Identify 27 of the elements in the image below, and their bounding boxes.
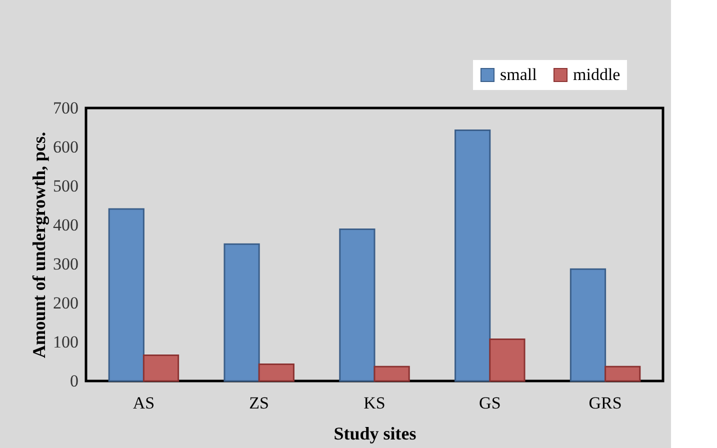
x-axis-title: Study sites xyxy=(334,424,416,444)
legend-label: middle xyxy=(573,64,620,84)
y-tick-label: 200 xyxy=(53,294,78,312)
bar xyxy=(108,208,144,382)
y-tick-label: 500 xyxy=(53,176,78,196)
bar xyxy=(339,228,376,382)
y-tick-label: 300 xyxy=(53,254,78,274)
bar xyxy=(258,363,294,382)
bar xyxy=(604,366,641,382)
x-tick-label: GS xyxy=(479,394,501,412)
y-tick-label: 0 xyxy=(70,372,78,390)
y-tick-label: 400 xyxy=(53,216,78,234)
x-tick-label: ZS xyxy=(249,394,270,412)
x-tick-label: GRS xyxy=(588,394,622,412)
bar xyxy=(454,129,491,382)
y-tick-label: 100 xyxy=(53,332,78,352)
x-tick-label: KS xyxy=(364,394,386,412)
bar xyxy=(489,338,526,382)
bar xyxy=(142,354,180,382)
legend-label: small xyxy=(500,64,538,84)
y-tick-label: 600 xyxy=(53,138,78,156)
bar xyxy=(570,268,606,382)
y-axis-title: Amount of undergrowth, pcs. xyxy=(29,132,49,358)
bar xyxy=(374,366,410,382)
bar xyxy=(224,243,260,382)
y-tick-label: 700 xyxy=(53,98,78,118)
x-tick-label: AS xyxy=(132,394,155,412)
